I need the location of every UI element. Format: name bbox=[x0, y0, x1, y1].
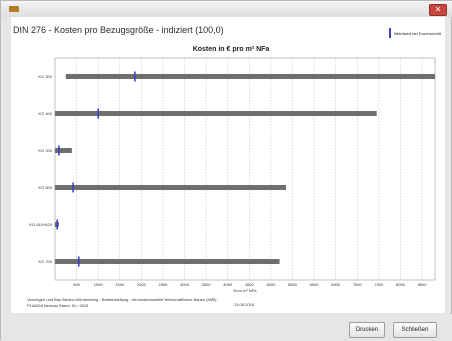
cost-chart: Kosten in € pro m² NFa KG 300 KG 400 KG 20… bbox=[29, 46, 436, 293]
close-icon: ✕ bbox=[434, 5, 442, 14]
gridlines bbox=[76, 58, 423, 280]
range-bar bbox=[55, 185, 287, 190]
category-label: KG 300 bbox=[38, 74, 52, 79]
app-icon bbox=[9, 6, 19, 12]
x-tick-label: 5500 bbox=[288, 282, 298, 287]
category-label: KG 400 bbox=[38, 111, 52, 116]
x-tick-label: 500 bbox=[73, 282, 80, 287]
range-bar bbox=[65, 74, 435, 79]
footer: Vermögen und Bau Baden-Württemberg - Bet… bbox=[27, 297, 254, 309]
page-title: DIN 276 - Kosten pro Bezugsgröße - indiz… bbox=[13, 25, 224, 35]
title-bar: ✕ bbox=[1, 1, 452, 17]
legend: Mittelwert bei Durchschnitt bbox=[389, 28, 441, 38]
x-tick-label: 7000 bbox=[353, 282, 363, 287]
range-bar bbox=[55, 148, 72, 153]
footer-date: 13.05.2015 bbox=[234, 302, 255, 307]
x-tick-label: 4500 bbox=[245, 282, 255, 287]
x-axis-label: Euro m² NFa bbox=[234, 288, 258, 293]
button-bar: Drucken Schließen bbox=[1, 314, 452, 341]
x-axis-ticks: 500 1000 1500 2000 2500 3000 3500 4000 4500 5000 5… bbox=[73, 282, 427, 287]
footer-edition: PLANDA Neubau Stand: 01 / 2015 bbox=[27, 303, 89, 308]
x-tick-label: 1500 bbox=[115, 282, 125, 287]
chart-panel: DIN 276 - Kosten pro Bezugsgröße - indiz… bbox=[11, 17, 445, 313]
mean-marker bbox=[77, 256, 80, 267]
legend-mean-marker-icon bbox=[389, 28, 392, 38]
legend-label: Mittelwert bei Durchschnitt bbox=[394, 30, 441, 36]
x-tick-label: 6500 bbox=[331, 282, 341, 287]
x-tick-label: 2000 bbox=[137, 282, 147, 287]
close-button[interactable]: Schließen bbox=[393, 322, 437, 338]
x-tick-label: 4000 bbox=[223, 282, 233, 287]
mean-marker bbox=[56, 219, 58, 230]
print-button[interactable]: Drucken bbox=[349, 322, 385, 338]
x-tick-label: 2500 bbox=[159, 282, 169, 287]
chart-title: Kosten in € pro m² NFa bbox=[193, 46, 270, 53]
x-tick-label: 5000 bbox=[266, 282, 276, 287]
close-window-button[interactable]: ✕ bbox=[429, 4, 447, 16]
x-tick-label: 3000 bbox=[180, 282, 190, 287]
x-tick-label: 6000 bbox=[310, 282, 320, 287]
category-label: KG 200 bbox=[38, 148, 52, 153]
x-tick-label: 8000 bbox=[396, 282, 406, 287]
range-bar bbox=[55, 259, 280, 264]
footer-source: Vermögen und Bau Baden-Württemberg - Bet… bbox=[27, 297, 217, 302]
x-tick-label: 3500 bbox=[202, 282, 212, 287]
category-label: KG 700 bbox=[38, 259, 52, 264]
category-label: KG 610+620 bbox=[29, 222, 52, 227]
mean-marker bbox=[72, 182, 74, 193]
mean-marker bbox=[134, 71, 136, 82]
x-tick-label: 1000 bbox=[94, 282, 104, 287]
x-tick-label: 8500 bbox=[418, 282, 428, 287]
range-bar bbox=[55, 111, 377, 116]
category-label: KG 500 bbox=[38, 185, 52, 190]
mean-marker bbox=[58, 145, 60, 156]
plot-area bbox=[54, 57, 436, 281]
x-tick-label: 7500 bbox=[374, 282, 384, 287]
bars-group: KG 300 KG 400 KG 200 KG 500 KG 610+620 KG 700 bbox=[29, 71, 435, 267]
mean-marker bbox=[97, 108, 99, 119]
